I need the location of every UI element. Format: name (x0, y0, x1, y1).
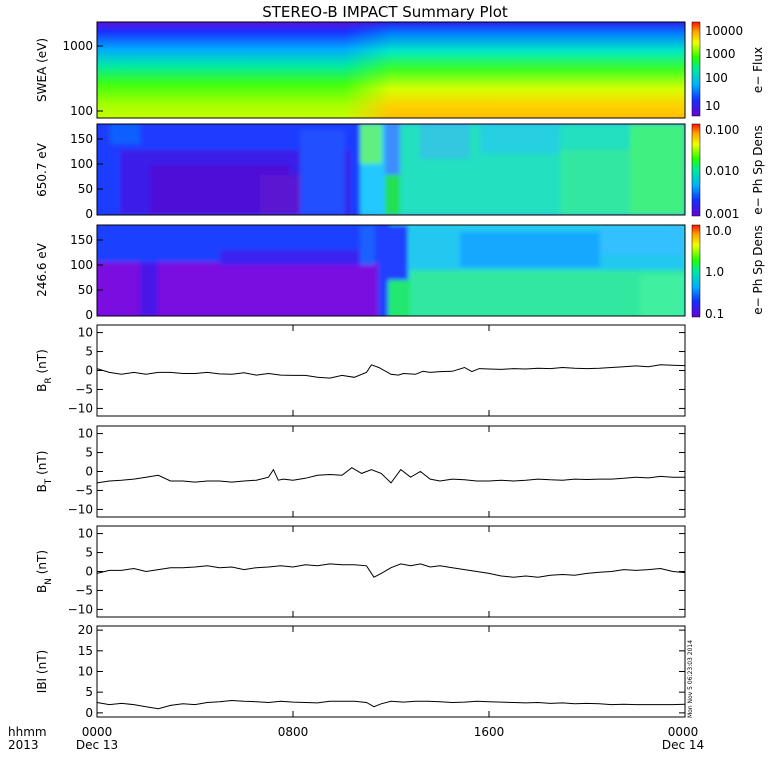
bt-trace (96, 467, 685, 484)
bt-ytick-label: 0 (85, 465, 93, 479)
time-axis: hhmm 2013 0000 0800 1600 0000 Dec 13 Dec… (8, 725, 704, 752)
br-ytick-label: 10 (78, 326, 93, 340)
timestamp-stamp: Mon Nov 5 06:23:03 2014 (687, 640, 694, 718)
pad650-ytick-50: 50 (78, 182, 93, 196)
bt-ylabel-unit: (nT) (35, 451, 49, 479)
br-ylabel-sub: R (44, 377, 54, 383)
swea-heatmap-late (97, 22, 685, 118)
xaxis-left-label-hhmm: hhmm (8, 725, 47, 739)
bn-frame (96, 525, 686, 618)
swea-cbar-tick-1000: 1000 (705, 47, 736, 61)
bn-ytick-label: 0 (85, 565, 93, 579)
bn-ytick-label: 5 (85, 546, 93, 560)
bn-ytick-label: 10 (78, 527, 93, 541)
br-ylabel-unit: (nT) (35, 349, 49, 377)
br-frame (96, 324, 686, 417)
pad246-ylabel: 246.6 eV (35, 242, 49, 297)
bt-ytick-label: 10 (78, 427, 93, 441)
bt-ylabel-sub: T (44, 478, 54, 485)
pad650-cbar-label: e− Ph Sp Dens (751, 125, 765, 214)
xdate-end: Dec 14 (662, 738, 704, 752)
br-ylabel-main: B (35, 384, 49, 392)
swea-ylabel: SWEA (eV) (35, 38, 49, 102)
pad650-cbar-tick-0.001: 0.001 (705, 207, 739, 221)
bmag-ylabel-unit: (nT) (35, 650, 49, 678)
bmag-ylabel: IBI (nT) (35, 650, 49, 693)
br-ylabel: BR (nT) (35, 349, 54, 392)
xtick-0000-start: 0000 (82, 725, 113, 739)
bmag-ytick-label: 10 (78, 665, 93, 679)
pad650-ytick-150: 150 (70, 132, 93, 146)
pad650-ylabel: 650.7 eV (35, 142, 49, 197)
bmag-panel: 20 15 10 5 0 IBI (nT) (35, 623, 686, 720)
bn-ylabel-unit: (nT) (35, 550, 49, 578)
swea-colorbar (691, 21, 701, 117)
pad246-ytick-100: 100 (70, 258, 93, 272)
pad246-cbar-label: e− Ph Sp Dens (751, 225, 765, 314)
bt-ylabel-main: B (35, 484, 49, 492)
bt-ylabel: BT (nT) (35, 451, 54, 493)
chart-title: STEREO-B IMPACT Summary Plot (262, 3, 508, 21)
pad650-frame (96, 123, 686, 216)
bt-panel: 10 5 0 −5 −10 BT (nT) (35, 425, 686, 518)
xtick-0000-end: 0000 (668, 725, 699, 739)
br-ytick-label: −10 (68, 401, 93, 415)
swea-cbar-tick-100: 100 (705, 71, 728, 85)
pad246-colorbar (691, 224, 701, 318)
br-ytick-label: −5 (75, 382, 93, 396)
swea-ytick-1000: 1000 (62, 39, 93, 53)
pad246-panel: 150 100 50 0 246.6 eV 10.0 1.0 0.1 e− Ph… (35, 224, 765, 322)
pad650-panel: 150 100 50 0 650.7 eV 0.100 0.010 0.001 … (35, 123, 765, 221)
bn-trace (96, 563, 686, 578)
swea-cbar-tick-10000: 10000 (705, 24, 743, 38)
br-trace (96, 364, 686, 379)
pad246-cbar-tick-10.0: 10.0 (705, 224, 732, 238)
pad246-ytick-150: 150 (70, 233, 93, 247)
pad246-cbar-tick-1.0: 1.0 (705, 265, 724, 279)
bt-ytick-label: 5 (85, 446, 93, 460)
swea-frame (96, 21, 686, 119)
bmag-ytick-label: 20 (78, 623, 93, 637)
br-ytick-label: 5 (85, 345, 93, 359)
bt-ytick-label: −5 (75, 483, 93, 497)
swea-ytick-100: 100 (70, 104, 93, 118)
bmag-ylabel-main: IBI (35, 678, 49, 693)
bmag-ytick-label: 0 (85, 706, 93, 720)
pad650-cbar-tick-0.100: 0.100 (705, 123, 739, 137)
bmag-ytick-label: 15 (78, 644, 93, 658)
pad650-cbar-tick-0.010: 0.010 (705, 164, 739, 178)
pad246-ytick-0: 0 (85, 308, 93, 322)
br-panel: 10 5 0 −5 −10 BR (nT) (35, 324, 686, 417)
xtick-0800: 0800 (278, 725, 309, 739)
pad246-frame (96, 224, 686, 317)
swea-cbar-label: e− Flux (751, 47, 765, 93)
bn-ylabel-main: B (35, 585, 49, 593)
swea-panel: 1000 100 SWEA (eV) 10000 1000 100 10 e− … (35, 21, 765, 119)
swea-cbar-tick-10: 10 (705, 99, 720, 113)
bt-frame (96, 425, 686, 518)
pad650-ytick-0: 0 (85, 207, 93, 221)
bn-panel: 10 5 0 −5 −10 BN (nT) (35, 525, 686, 618)
pad246-cbar-tick-0.1: 0.1 (705, 307, 724, 321)
xtick-1600: 1600 (474, 725, 505, 739)
bt-ytick-label: −10 (68, 502, 93, 516)
xaxis-left-label-year: 2013 (8, 738, 39, 752)
bn-ytick-label: −5 (75, 583, 93, 597)
bmag-ytick-label: 5 (85, 685, 93, 699)
pad650-colorbar (691, 123, 701, 217)
bn-ylabel-sub: N (44, 578, 54, 585)
bn-ylabel: BN (nT) (35, 550, 54, 593)
pad650-ytick-100: 100 (70, 157, 93, 171)
xdate-start: Dec 13 (76, 738, 118, 752)
bn-ytick-label: −10 (68, 602, 93, 616)
bmag-trace (96, 699, 686, 710)
pad246-ytick-50: 50 (78, 283, 93, 297)
br-ytick-label: 0 (85, 364, 93, 378)
